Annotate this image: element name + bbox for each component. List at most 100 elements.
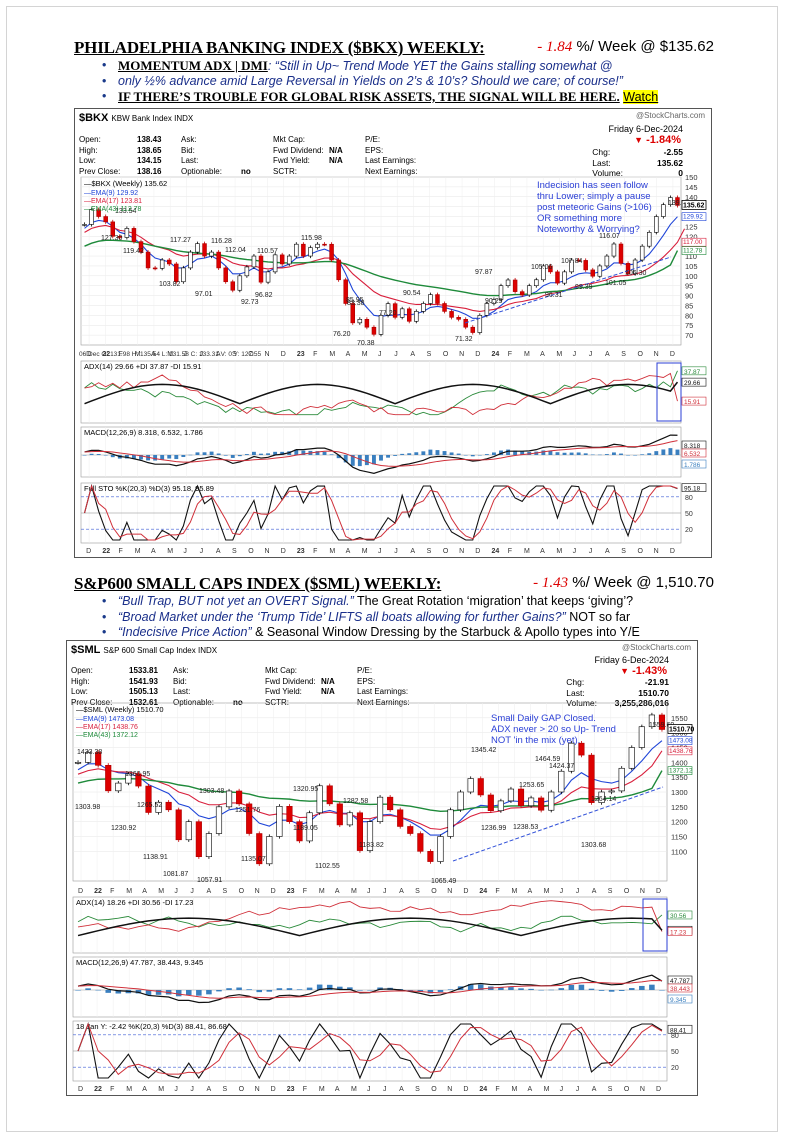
sml-candle-body [185, 821, 192, 841]
sml-macd-histogram-bar [508, 987, 514, 990]
bkx-bullets: MOMENTUM ADX | DMI: “Still in Up~ Trend … [100, 58, 700, 105]
bkx-candle-body [82, 224, 87, 226]
bkx-data-label: 115.98 [301, 235, 322, 242]
sml-price-x-tick: M [544, 888, 550, 895]
sml-candle-body [85, 752, 92, 763]
bkx-ema-value-label: 112.78 [683, 248, 703, 255]
sml-bottom-x-tick: D [78, 1086, 83, 1093]
bkx-price-x-tick: M [556, 351, 562, 358]
bkx-price-x-tick: J [200, 351, 204, 358]
bkx-macd-histogram-bar [393, 455, 398, 456]
sml-data-label: 1433.38 [77, 749, 102, 756]
sml-prevclose-label: Prev Close: [71, 697, 113, 707]
bkx-candle-body [378, 315, 384, 335]
bkx-adx-value-label: 37.87 [684, 369, 701, 376]
sml-price-tick-label: 1250 [671, 803, 688, 812]
bkx-data-label: 127.30 [101, 235, 123, 242]
bkx-macd-histogram-bar [449, 452, 454, 455]
bkx-macd-histogram-bar [421, 451, 426, 455]
bkx-macd-histogram-bar [96, 454, 101, 455]
sml-macd-signal-line [78, 980, 662, 999]
bkx-adx-value-label: 15.91 [684, 399, 701, 406]
bkx-bottom-x-tick: A [151, 548, 156, 555]
bkx-candle-body [562, 271, 567, 284]
sml-price-tick-label: 1200 [671, 818, 688, 827]
sml-optionable-label: Optionable: [173, 697, 214, 707]
sml-candle-body [346, 812, 353, 826]
sml-bottom-x-tick: M [126, 1086, 132, 1093]
sml-macd-histogram-bar [95, 989, 101, 991]
bkx-macd-histogram-bar [555, 452, 560, 455]
sml-bottom-x-tick: S [608, 1086, 613, 1093]
sml-candle-body [316, 785, 323, 814]
sml-sctr-label: SCTR: [265, 697, 289, 707]
bkx-candle-body [117, 235, 123, 238]
bkx-macd-histogram-bar [266, 453, 270, 455]
sml-price-tick-label: 1150 [671, 833, 687, 842]
sml-macd-value-box [667, 994, 693, 1004]
sml-macd-histogram-bar [588, 988, 595, 990]
sml-price-x-tick: M [126, 888, 132, 895]
bkx-quote-col1: Open: High: Low: Prev Close: 138.43 138.… [79, 135, 161, 177]
bkx-data-label: 103.82 [159, 281, 181, 288]
bkx-macd-histogram-bar [541, 450, 546, 455]
bkx-data-label: 119.42 [123, 248, 144, 255]
bkx-macd-histogram-bar [174, 455, 179, 460]
bkx-sto-tick-label: 50 [685, 511, 693, 518]
bkx-candle-body [336, 259, 341, 281]
sml-data-label: 1081.87 [163, 871, 188, 878]
bkx-pe-label: P/E: [365, 135, 381, 144]
sml-price-tick-label: 1350 [671, 773, 688, 782]
sml-lastearn-label: Last Earnings: [357, 687, 409, 696]
sml-bottom-x-tick: N [640, 1086, 645, 1093]
sml-bottom-x-tick: A [206, 1086, 211, 1093]
bkx-candle-body [399, 308, 405, 318]
sml-price-x-tick: M [351, 888, 357, 895]
bkx-price-x-tick: A [410, 351, 415, 358]
bkx-price-x-tick: D [86, 351, 91, 358]
sml-bullet-1-text: The Great Rotation ‘migration’ that keep… [353, 594, 634, 608]
sml-nextearn-label: Next Earnings: [357, 697, 410, 707]
sml-candle-body [507, 788, 515, 802]
sml-open-value: 1533.81 [129, 666, 158, 675]
sml-macd-histogram-bar [286, 988, 293, 990]
bkx-data-label: 92.73 [241, 299, 259, 306]
sml-price-x-tick: A [399, 888, 404, 895]
sml-bottom-x-tick: M [319, 1086, 325, 1093]
bkx-candle-body [632, 259, 638, 274]
sml-macd-histogram-bar [528, 988, 534, 990]
bkx-bottom-x-tick: A [346, 548, 351, 555]
sml-price-x-tick: M [319, 888, 325, 895]
sml-candle-body [215, 806, 223, 834]
sml-bottom-x-tick: 24 [479, 1086, 487, 1093]
sml-price-x-tick: J [560, 888, 564, 895]
sml-candle-body [467, 778, 474, 793]
sml-candle-body [225, 790, 233, 808]
bkx-candle-body [477, 315, 483, 333]
sml-bottom-x-tick: A [399, 1086, 404, 1093]
bkx-price-x-tick: F [119, 351, 123, 358]
sml-candle-body [558, 770, 565, 793]
sml-macd-histogram-bar [276, 988, 283, 990]
sml-bottom-x-tick: O [431, 1086, 437, 1093]
bkx-candle-body [597, 265, 603, 277]
sml-note-line-2: ADX never > 20 so Up- Trend [491, 724, 616, 735]
bkx-macd-histogram-bar [273, 451, 278, 455]
bkx-macd-histogram-bar [400, 453, 405, 455]
sml-candle-body [165, 801, 172, 811]
bkx-quote-col5-values: -2.55 135.62 0 [657, 147, 683, 179]
sml-price-x-tick: 22 [94, 888, 102, 895]
sml-adx-line [77, 917, 663, 937]
sml-price-x-tick: F [303, 888, 307, 895]
bkx-macd-histogram-bar [139, 455, 143, 460]
sml-macd-histogram-bar [206, 990, 212, 995]
sml-minus-di-line [77, 900, 663, 932]
sml-price-x-tick: O [624, 888, 630, 895]
sml-price-x-tick: N [640, 888, 645, 895]
sml-candle-body [598, 791, 605, 803]
bkx-candle-body [357, 319, 363, 324]
bkx-nextearn-label: Next Earnings: [365, 166, 418, 176]
bkx-candle-body [590, 269, 596, 277]
sml-macd-histogram-bar [639, 985, 645, 990]
sml-candle-body [628, 747, 635, 769]
